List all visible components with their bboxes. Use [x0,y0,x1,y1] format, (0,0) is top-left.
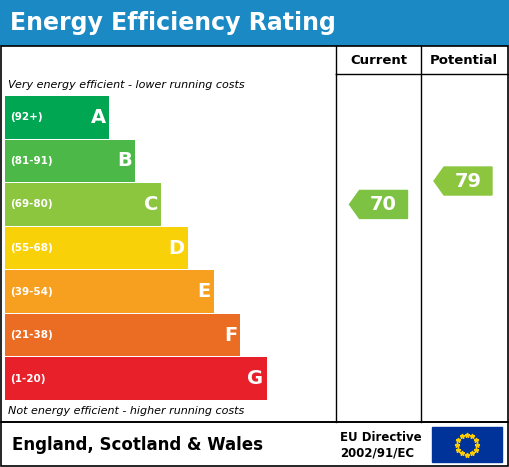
Text: B: B [117,151,132,170]
Text: EU Directive: EU Directive [340,431,421,444]
Bar [5,314,240,356]
Text: C: C [144,195,158,214]
Bar [5,183,161,226]
Text: (92+): (92+) [10,112,43,122]
Text: (1-20): (1-20) [10,374,45,384]
Text: (39-54): (39-54) [10,287,53,297]
Bar [1,422,508,466]
Text: (69-80): (69-80) [10,199,52,209]
Text: Potential: Potential [430,54,498,66]
Bar [5,96,108,139]
Text: 79: 79 [455,171,482,191]
Text: Not energy efficient - higher running costs: Not energy efficient - higher running co… [8,406,244,416]
Text: F: F [224,325,237,345]
Bar [5,357,267,400]
Text: Current: Current [350,54,407,66]
Text: D: D [168,239,185,257]
Text: Energy Efficiency Rating: Energy Efficiency Rating [10,11,336,35]
Bar [5,226,188,269]
Text: (81-91): (81-91) [10,156,52,166]
Text: Very energy efficient - lower running costs: Very energy efficient - lower running co… [8,80,245,90]
Text: E: E [197,282,211,301]
Text: A: A [91,108,106,127]
Text: England, Scotland & Wales: England, Scotland & Wales [12,436,263,453]
Text: (21-38): (21-38) [10,330,53,340]
Text: 2002/91/EC: 2002/91/EC [340,447,414,460]
Bar [432,427,502,462]
Polygon shape [434,167,492,195]
Bar [0,0,509,46]
Bar [5,270,214,313]
Text: G: G [247,369,264,388]
Bar [1,46,508,422]
Text: 70: 70 [370,195,397,214]
Bar [5,140,135,182]
Polygon shape [350,191,408,219]
Text: (55-68): (55-68) [10,243,53,253]
